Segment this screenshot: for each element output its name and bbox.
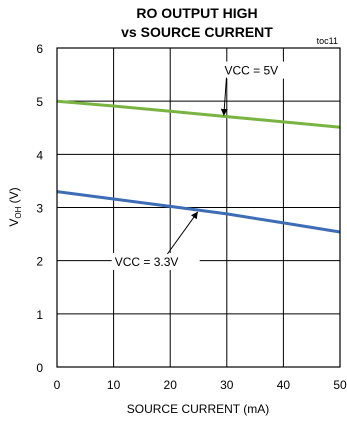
y-axis-label-unit: (V) xyxy=(7,187,21,206)
chart-title-line2: vs SOURCE CURRENT xyxy=(121,24,273,40)
x-tick-label: 30 xyxy=(220,378,234,392)
y-ticks: 0 1 2 3 4 5 6 xyxy=(36,42,43,375)
series-group xyxy=(56,99,341,234)
annotation-vcc-5v: VCC = 5V xyxy=(224,64,278,78)
x-tick-label: 10 xyxy=(107,378,121,392)
x-tick-label: 0 xyxy=(54,378,61,392)
annotation-vcc-3v3: VCC = 3.3V xyxy=(115,255,179,269)
y-tick-label: 2 xyxy=(36,255,43,269)
annotation-arrow-3v3 xyxy=(166,211,198,255)
y-tick-label: 1 xyxy=(36,308,43,322)
annotations: VCC = 5V VCC = 3.3V xyxy=(111,61,297,270)
series-line-1 xyxy=(56,99,341,129)
y-tick-label: 6 xyxy=(36,42,43,56)
annotation-bg xyxy=(222,61,297,79)
y-tick-label: 4 xyxy=(36,148,43,162)
grid xyxy=(57,48,340,367)
y-axis-label-main: V xyxy=(7,219,21,227)
x-axis-label: SOURCE CURRENT (mA) xyxy=(127,402,269,416)
annotation-bg xyxy=(111,252,200,270)
x-tick-label: 40 xyxy=(277,378,291,392)
y-axis-label: VOH (V) xyxy=(7,187,23,226)
chart-title-line1: RO OUTPUT HIGH xyxy=(136,5,257,21)
x-tick-label: 50 xyxy=(333,378,347,392)
x-tick-label: 20 xyxy=(164,378,178,392)
series-line-2 xyxy=(56,190,341,234)
y-axis-label-sub: OH xyxy=(14,206,23,218)
x-ticks: 0 10 20 30 40 50 xyxy=(54,378,347,392)
y-tick-label: 0 xyxy=(36,361,43,375)
plot-frame xyxy=(56,47,341,368)
chart-tag: toc11 xyxy=(317,36,338,46)
annotation-arrow-5v xyxy=(220,77,228,116)
y-tick-label: 5 xyxy=(36,95,43,109)
y-tick-label: 3 xyxy=(36,202,43,216)
